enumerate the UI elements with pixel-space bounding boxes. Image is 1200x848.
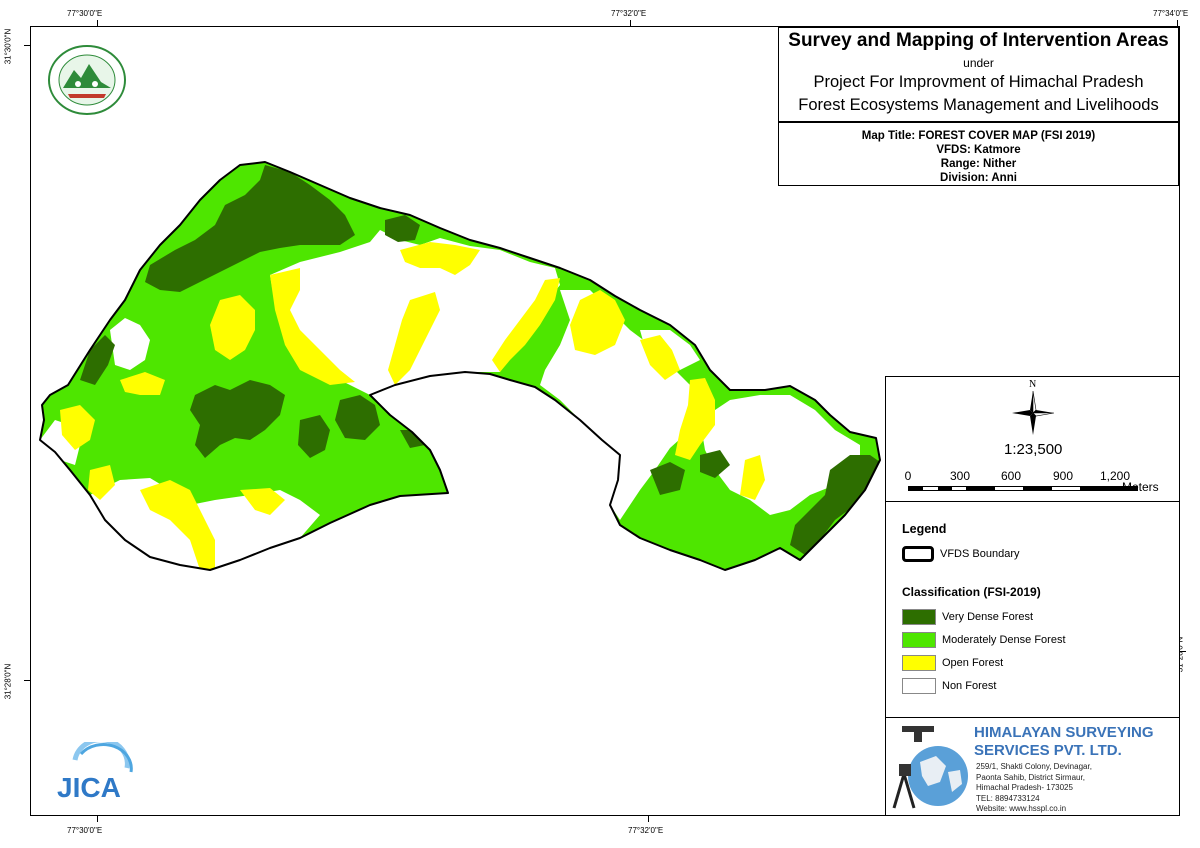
title-under: under [963,56,994,70]
legend-item-open-forest: Open Forest [902,655,1172,672]
very-dense-forest-patch [385,215,420,242]
legend-label: Moderately Dense Forest [942,634,1066,646]
range-name: Range: Nither [940,158,1017,170]
legend-item-very-dense: Very Dense Forest [902,609,1172,626]
company-name: HIMALAYAN SURVEYING SERVICES PVT. LTD. [974,724,1154,760]
vfds-boundary [39,161,881,571]
scale-label-900: 900 [1052,469,1074,483]
open-forest-patch [240,488,285,515]
company-name-line-1: HIMALAYAN SURVEYING [974,724,1154,741]
scale-label-1200: 1,200 [1099,469,1131,483]
open-forest-patch [388,292,440,385]
very-dense-forest-patch [650,462,685,495]
scale-unit: Meters [1122,480,1159,494]
open-forest-patch [740,455,765,500]
open-forest-patch [675,378,715,460]
open-forest-patch [270,268,355,385]
scale-ratio: 1:23,500 [1004,441,1063,458]
very-dense-forest-patch [790,455,880,555]
forest-department-logo [48,45,126,115]
legend-item-moderately-dense: Moderately Dense Forest [902,632,1172,649]
tick [97,816,98,822]
scale-bar [908,486,1138,491]
tick [1177,20,1178,26]
very-dense-forest-patch [400,430,425,448]
scale-label-600: 600 [1000,469,1022,483]
legend-panel: N 1:23,500 0 300 600 900 1,200 Meters Le… [885,376,1180,816]
swatch-moderately-dense [902,632,936,648]
map-info-box: Map Title: FOREST COVER MAP (FSI 2019) V… [778,122,1179,186]
legend-label: Very Dense Forest [942,611,1034,623]
scale-section: N 1:23,500 0 300 600 900 1,200 Meters [886,377,1179,502]
open-forest-patch [570,290,625,355]
non-forest-patch [700,395,860,515]
website-line[interactable]: Website: www.hsspl.co.in [976,804,1067,813]
swatch-open-forest [902,655,936,671]
jica-logo: JICA [57,742,133,802]
tick [97,20,98,26]
address-line: Paonta Sahib, District Sirmaur, [976,772,1085,782]
scale-label-300: 300 [949,469,971,483]
tick [24,680,30,681]
open-forest-patch [120,372,165,395]
coord-top-2: 77°32'0"E [611,9,647,18]
division-name: Division: Anni [940,172,1017,184]
very-dense-forest-patch [190,380,285,458]
very-dense-forest-patch [145,165,355,292]
company-section: HIMALAYAN SURVEYING SERVICES PVT. LTD. 2… [886,717,1179,816]
legend-item-non-forest: Non Forest [902,678,1172,695]
jica-text: JICA [57,772,121,802]
classification-title: Classification (FSI-2019) [902,585,1041,599]
address-line: 259/1, Shakti Colony, Devinagar, [976,762,1092,771]
very-dense-forest-patch [700,450,730,478]
legend-title: Legend [902,522,947,536]
project-line-2: Forest Ecosystems Management and Livelih… [798,96,1159,114]
very-dense-forest-patch [298,415,330,458]
company-address: 259/1, Shakti Colony, Devinagar, Paonta … [976,762,1092,815]
tick [1180,651,1186,652]
tick [648,816,649,822]
coord-top-1: 77°30'0"E [67,9,103,18]
project-line-1: Project For Improvment of Himachal Prade… [813,73,1144,91]
main-title: Survey and Mapping of Intervention Areas [788,30,1169,51]
open-forest-patch [140,480,215,570]
open-forest-patch [88,465,115,500]
phone-line: TEL: 8894733124 [976,793,1040,803]
north-arrow-icon [1012,391,1054,435]
open-forest-patch [210,295,255,360]
vfds-name: VFDS: Katmore [936,144,1021,156]
map-title: Map Title: FOREST COVER MAP (FSI 2019) [861,130,1096,142]
swatch-very-dense [902,609,936,625]
surveying-logo [892,726,968,809]
scale-label-0: 0 [904,469,912,483]
non-forest-patch [110,318,150,370]
coord-bottom-1: 77°30'0"E [67,826,103,835]
coord-bottom-2: 77°32'0"E [628,826,664,835]
legend-section: Legend VFDS Boundary Classification (FSI… [886,502,1179,716]
open-forest-patch [60,405,95,450]
legend-label: Non Forest [942,680,997,692]
boundary-swatch [902,546,934,562]
title-box: Survey and Mapping of Intervention Areas… [778,27,1179,122]
north-label: N [1029,379,1037,390]
very-dense-forest-patch [80,335,115,385]
legend-label: Open Forest [942,657,1004,669]
very-dense-forest-patch [335,395,380,440]
open-forest-patch [400,242,480,275]
swatch-non-forest [902,678,936,694]
open-forest-patch [640,335,680,380]
company-name-line-2: SERVICES PVT. LTD. [974,742,1122,759]
open-forest-patch [492,278,560,372]
coord-top-3: 77°34'0"E [1153,9,1189,18]
address-line: Himachal Pradesh- 173025 [976,783,1073,792]
tick [630,20,631,26]
boundary-label: VFDS Boundary [940,548,1020,560]
tick [24,45,30,46]
